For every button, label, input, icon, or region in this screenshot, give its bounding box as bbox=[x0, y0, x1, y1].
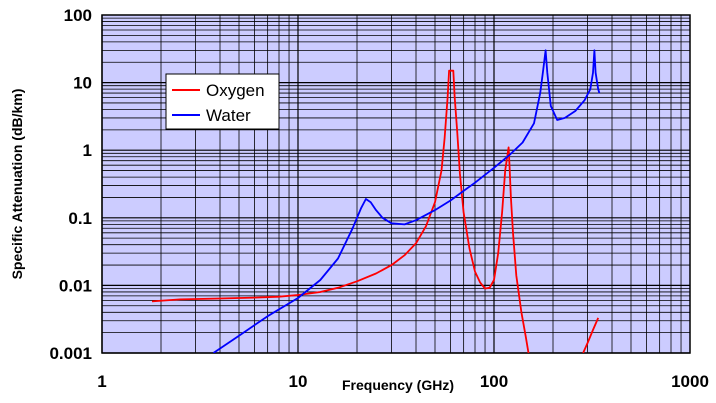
y-tick-label: 0.1 bbox=[68, 209, 92, 228]
x-tick-label: 10 bbox=[289, 372, 308, 391]
y-tick-label: 10 bbox=[73, 74, 92, 93]
series-line-oxygen bbox=[151, 69, 530, 353]
x-axis-title: Frequency (GHz) bbox=[342, 377, 454, 393]
x-tick-label: 1 bbox=[97, 372, 106, 391]
series-layer bbox=[151, 49, 601, 353]
y-tick-label: 100 bbox=[64, 6, 92, 25]
y-tick-label: 1 bbox=[83, 141, 92, 160]
x-tick-label: 100 bbox=[480, 372, 508, 391]
plot-area bbox=[102, 15, 690, 353]
y-tick-label: 0.01 bbox=[59, 276, 92, 295]
series-line-oxygen bbox=[582, 317, 600, 353]
x-tick-label: 1000 bbox=[671, 372, 709, 391]
y-tick-label: 0.001 bbox=[49, 344, 92, 363]
legend-box bbox=[165, 73, 280, 130]
y-tick-labels: 0.001 0.01 0.1 1 10 100 bbox=[49, 6, 92, 363]
plot-border bbox=[101, 14, 691, 354]
y-axis-title: Specific Attenuation (dB/km) bbox=[9, 89, 25, 280]
legend-label-water: Water bbox=[206, 106, 251, 125]
minor-grid bbox=[102, 15, 690, 353]
legend-label-oxygen: Oxygen bbox=[206, 81, 265, 100]
series-line-water bbox=[212, 49, 601, 353]
x-tick-labels: 1 10 100 1000 bbox=[97, 372, 709, 391]
legend: Oxygen Water bbox=[165, 73, 280, 130]
